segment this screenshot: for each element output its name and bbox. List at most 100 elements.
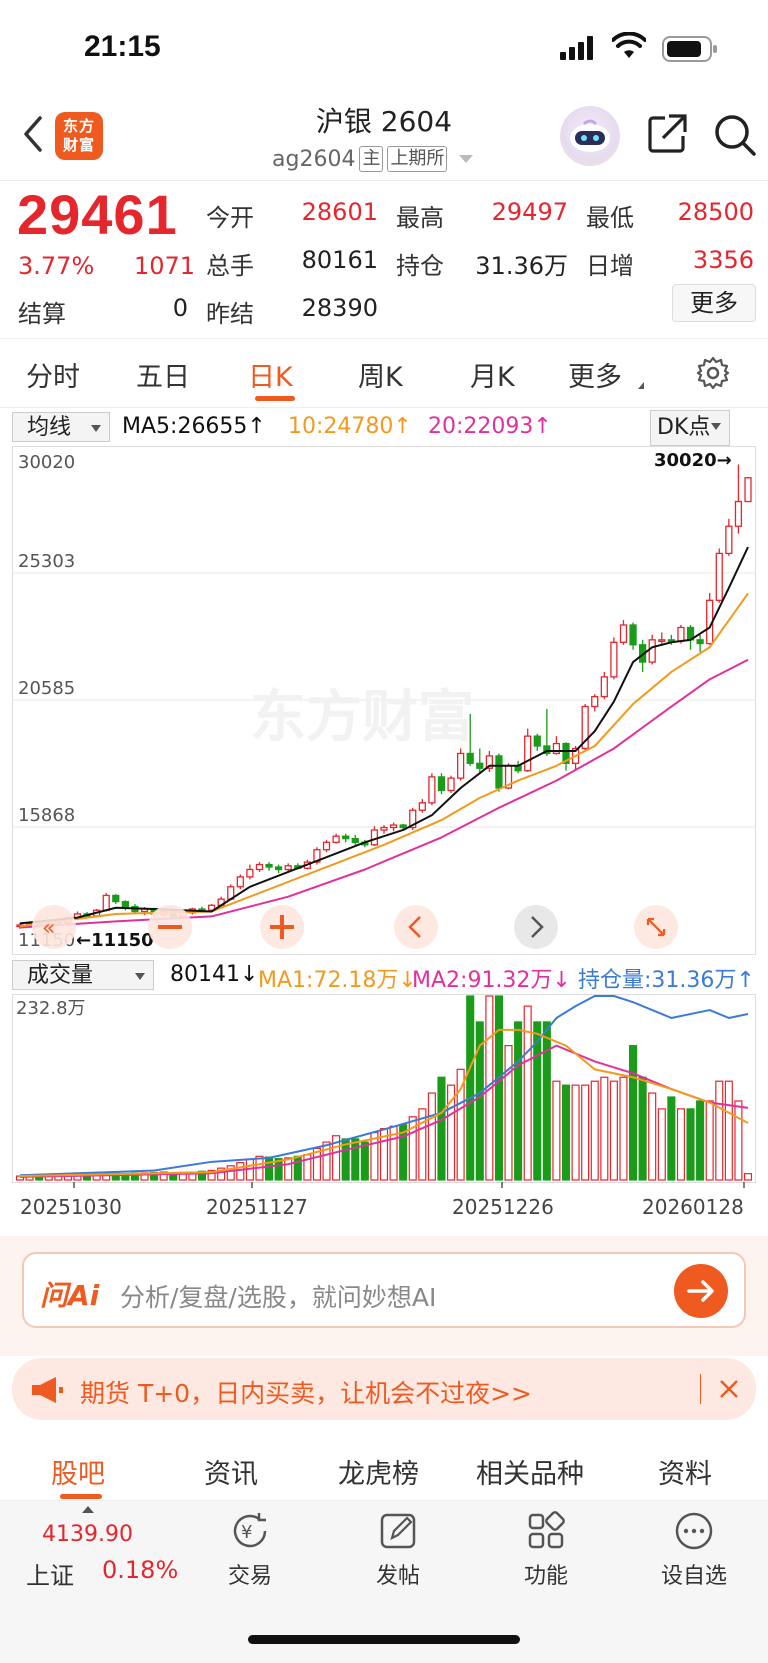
scroll-left-fast-button[interactable]: « bbox=[32, 905, 76, 949]
volume-bar bbox=[638, 1076, 647, 1181]
tab-news[interactable]: 资讯 bbox=[204, 1459, 258, 1490]
gear-icon[interactable] bbox=[696, 356, 730, 394]
tab-intraday[interactable]: 分时 bbox=[26, 362, 80, 393]
nav-trade[interactable]: ¥ 交易 bbox=[200, 1510, 300, 1590]
date-label: 20251226 bbox=[452, 1195, 554, 1216]
candle bbox=[696, 634, 704, 653]
search-icon[interactable] bbox=[712, 112, 758, 162]
close-icon[interactable] bbox=[718, 1378, 740, 1404]
tab-guba[interactable]: 股吧 bbox=[51, 1459, 105, 1490]
volume-bar bbox=[657, 1108, 666, 1181]
kline-chart[interactable]: 东方财富 30020 25303 20585 15868 11150 30020… bbox=[12, 446, 756, 956]
candle bbox=[207, 904, 216, 912]
volume-bar bbox=[629, 1045, 638, 1181]
candle bbox=[342, 833, 350, 843]
vol-ma2-value: MA2:91.32万↓ bbox=[412, 968, 571, 993]
megaphone-icon bbox=[30, 1376, 64, 1408]
caret-icon bbox=[638, 382, 644, 389]
candle bbox=[734, 464, 743, 534]
ai-search-box[interactable]: 问Ai 分析/复盘/选股，就问妙想AI bbox=[22, 1252, 746, 1328]
contract-subtitle[interactable]: ag2604 主 上期所 bbox=[272, 146, 474, 172]
ai-submit-button[interactable] bbox=[674, 1264, 728, 1318]
candle bbox=[457, 748, 465, 781]
app-logo: 东方 财富 bbox=[55, 112, 103, 160]
volume-value: 80161 bbox=[301, 246, 378, 274]
candle bbox=[447, 775, 455, 793]
candle bbox=[658, 632, 666, 645]
ma5-value: MA5:26655↑ bbox=[122, 414, 266, 439]
volume-indicator-select[interactable]: 成交量 bbox=[12, 960, 154, 990]
volume-bar bbox=[514, 1021, 523, 1181]
settle-value: 0 bbox=[172, 294, 188, 322]
nav-add-watchlist[interactable]: 设自选 bbox=[644, 1510, 744, 1590]
watermark: 东方财富 bbox=[250, 685, 474, 748]
share-icon[interactable] bbox=[645, 112, 689, 160]
contract-code: ag2604 bbox=[272, 146, 356, 172]
scroll-right-button[interactable] bbox=[514, 905, 558, 949]
volume-bar bbox=[408, 1116, 417, 1181]
candle bbox=[332, 833, 340, 844]
fullscreen-icon[interactable] bbox=[634, 905, 678, 949]
tab-related[interactable]: 相关品种 bbox=[476, 1459, 584, 1490]
tab-profile[interactable]: 资料 bbox=[658, 1459, 712, 1490]
candle bbox=[524, 728, 532, 772]
expand-caret-icon[interactable] bbox=[82, 1506, 94, 1513]
chevron-down-icon bbox=[459, 155, 474, 163]
promo-banner[interactable]: 期货 T+0，日内买卖，让机会不过夜>> bbox=[12, 1358, 756, 1420]
index-name: 上证 bbox=[26, 1562, 74, 1590]
price-axis-label: 20585 bbox=[18, 678, 75, 699]
edit-icon bbox=[380, 1513, 416, 1549]
ma-indicator-select[interactable]: 均线 bbox=[12, 412, 110, 442]
ma10-line bbox=[19, 592, 749, 928]
nav-post[interactable]: 发帖 bbox=[348, 1510, 448, 1590]
candle bbox=[543, 708, 551, 756]
volume-bar bbox=[533, 1021, 542, 1181]
volume-bar bbox=[686, 1108, 695, 1181]
low-value: 28500 bbox=[677, 198, 754, 226]
candle bbox=[275, 864, 283, 874]
status-time: 21:15 bbox=[84, 30, 161, 63]
volume-bar bbox=[351, 1138, 360, 1181]
volume-bar bbox=[447, 1084, 456, 1181]
candle bbox=[619, 620, 628, 645]
candle bbox=[255, 862, 264, 872]
change-value: 1071 bbox=[134, 252, 196, 280]
tab-more[interactable]: 更多 bbox=[568, 362, 622, 393]
candle bbox=[351, 834, 359, 845]
nav-functions[interactable]: 功能 bbox=[496, 1510, 596, 1590]
dk-point-select[interactable]: DK点 bbox=[650, 410, 730, 446]
tab-daily-k[interactable]: 日K bbox=[248, 362, 293, 393]
date-label: 20251030 bbox=[20, 1195, 122, 1216]
zoom-out-button[interactable] bbox=[148, 905, 192, 949]
index-value[interactable]: 4139.90 bbox=[42, 1522, 133, 1547]
volume-bar bbox=[322, 1141, 331, 1181]
zoom-in-button[interactable] bbox=[260, 905, 304, 949]
volume-bar bbox=[590, 1080, 599, 1181]
volume-bar bbox=[207, 1169, 216, 1181]
more-quote-button[interactable]: 更多 bbox=[672, 284, 756, 322]
tab-five-day[interactable]: 五日 bbox=[136, 362, 190, 393]
tab-dragon-tiger[interactable]: 龙虎榜 bbox=[338, 1459, 419, 1490]
candle bbox=[112, 894, 120, 905]
volume-bar bbox=[523, 1005, 532, 1181]
daily-inc-value: 3356 bbox=[692, 246, 754, 274]
volume-chart[interactable]: 232.8万 20251030 20251127 20251226 202601… bbox=[12, 994, 756, 1216]
promo-text: 期货 T+0，日内买卖，让机会不过夜>> bbox=[80, 1379, 532, 1408]
candle bbox=[418, 799, 426, 813]
volume-bar bbox=[217, 1167, 226, 1181]
candle bbox=[495, 753, 503, 792]
back-button[interactable] bbox=[18, 112, 48, 156]
volume-label: 总手 bbox=[206, 252, 254, 280]
candle bbox=[648, 634, 656, 665]
volume-bar bbox=[265, 1156, 274, 1181]
scroll-left-button[interactable] bbox=[394, 905, 438, 949]
tab-monthly-k[interactable]: 月K bbox=[470, 362, 515, 393]
tabs-divider bbox=[0, 407, 768, 408]
candle bbox=[581, 704, 589, 751]
open-interest-line bbox=[19, 995, 749, 1177]
volume-bar bbox=[561, 1084, 571, 1181]
volume-bar bbox=[236, 1162, 245, 1181]
tab-weekly-k[interactable]: 周K bbox=[358, 362, 403, 393]
robot-assistant-icon[interactable] bbox=[560, 106, 620, 166]
volume-bar bbox=[312, 1147, 321, 1181]
